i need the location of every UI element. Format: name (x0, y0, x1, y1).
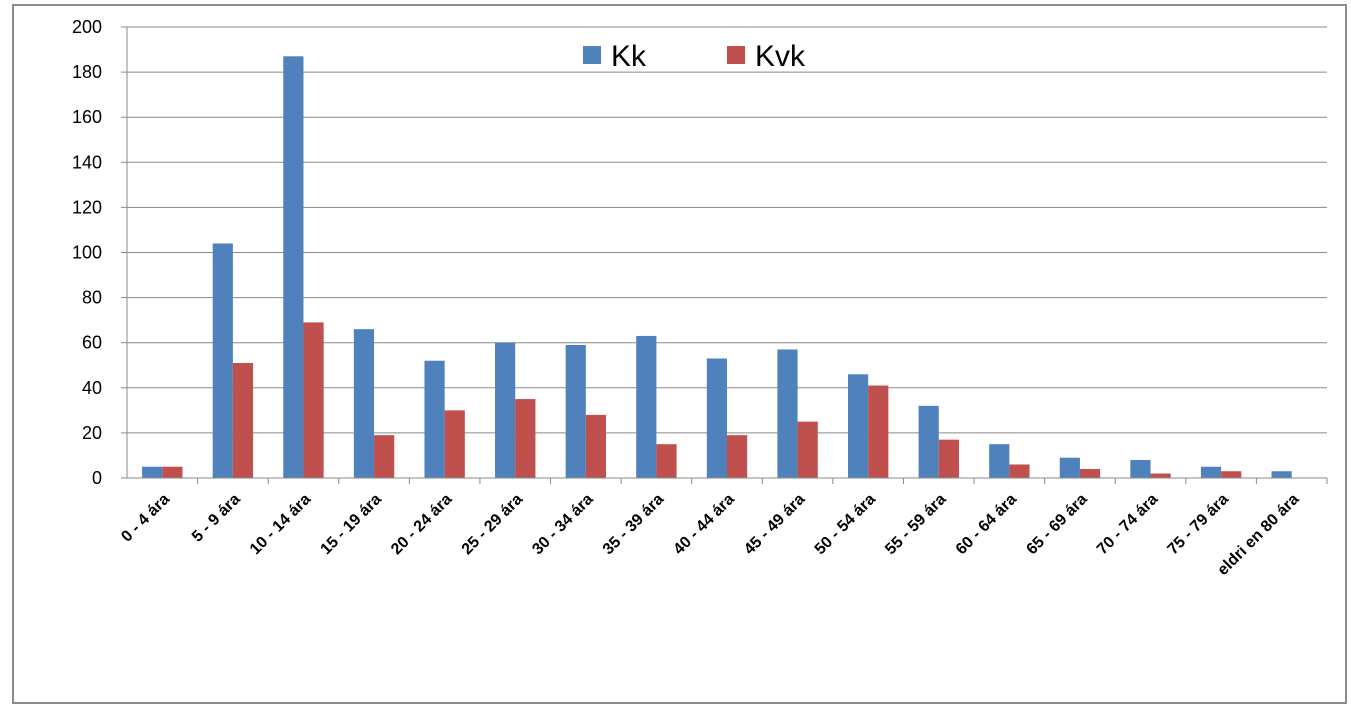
x-tick-label: 10 - 14 ára (247, 491, 314, 558)
bar-kvk-11 (938, 439, 959, 478)
bar-kk-12 (989, 444, 1010, 478)
bar-kk-9 (777, 349, 798, 478)
y-tick-labels: 0 20 40 60 80 100 120 140 160 180 200 (72, 17, 102, 488)
y-tick-label: 60 (82, 333, 102, 353)
x-tick-label: 50 - 54 ára (812, 491, 879, 558)
y-tick-label: 180 (72, 62, 102, 82)
x-tick-label: 0 - 4 ára (118, 491, 173, 546)
y-tick-label: 100 (72, 243, 102, 263)
axes (121, 26, 1328, 484)
bar-kvk-14 (1150, 473, 1171, 478)
y-tick-label: 120 (72, 197, 102, 217)
bar-kk-3 (353, 329, 375, 478)
bar-kk-1 (212, 243, 233, 478)
y-tick-label: 0 (92, 468, 102, 488)
bar-kk-8 (706, 358, 727, 478)
chart-frame (12, 4, 1347, 704)
bar-kvk-12 (1009, 464, 1030, 478)
x-tick-label: 60 - 64 ára (953, 491, 1020, 558)
bar-kvk-13 (1079, 468, 1101, 478)
bar-chart: 0 20 40 60 80 100 120 140 160 180 200 0 - 4 ára 5 -… (72, 17, 1328, 579)
x-tick-label: 35 - 39 ára (600, 491, 667, 558)
bar-kk-6 (565, 344, 586, 478)
bar-kk-13 (1059, 457, 1080, 478)
bar-kvk-2 (303, 322, 324, 478)
legend-label-kk: Kk (611, 40, 647, 73)
y-tick-label: 140 (72, 152, 102, 172)
x-tick-label: 70 - 74 ára (1094, 491, 1161, 558)
bar-kvk-1 (232, 362, 254, 478)
x-tick-label: 25 - 29 ára (459, 491, 526, 558)
bar-kvk-9 (797, 421, 818, 478)
bar-kk-10 (847, 374, 869, 478)
y-tick-label: 20 (82, 423, 102, 443)
bar-kk-16 (1271, 471, 1292, 478)
legend-swatch-kvk (727, 46, 745, 64)
x-tick-label: 55 - 59 ára (882, 491, 949, 558)
x-tick-label: 20 - 24 ára (388, 491, 455, 558)
gridlines (127, 26, 1327, 434)
bar-kvk-0 (162, 466, 183, 478)
bar-kvk-7 (656, 444, 677, 478)
x-tick-label: 75 - 79 ára (1165, 491, 1232, 558)
x-tick-label: 40 - 44 ára (670, 491, 737, 558)
bar-kk-15 (1200, 466, 1222, 478)
x-tick-label: 65 - 69 ára (1023, 491, 1090, 558)
bar-kvk-3 (374, 435, 395, 478)
bar-kvk-15 (1221, 471, 1242, 478)
legend-swatch-kk (583, 46, 601, 64)
bar-kvk-6 (585, 414, 607, 478)
bar-kvk-4 (444, 410, 465, 478)
bar-kk-14 (1130, 459, 1151, 478)
bar-kvk-10 (868, 385, 889, 478)
bar-kk-4 (424, 360, 445, 478)
x-tick-label: 30 - 34 ára (529, 491, 596, 558)
bar-kvk-5 (515, 399, 536, 478)
y-tick-label: 200 (72, 17, 102, 37)
bar-kk-7 (636, 335, 657, 478)
bar-kk-5 (495, 342, 516, 478)
legend-label-kvk: Kvk (755, 40, 806, 73)
x-tick-labels: 0 - 4 ára 5 - 9 ára 10 - 14 ára 15 - 19 ára… (118, 491, 1302, 579)
y-tick-label: 40 (82, 378, 102, 398)
x-tick-label: 5 - 9 ára (189, 491, 244, 546)
bar-kk-11 (918, 405, 939, 478)
x-tick-label: 45 - 49 ára (741, 491, 808, 558)
bars (142, 56, 1292, 478)
bar-kk-2 (283, 56, 304, 478)
bar-kvk-8 (727, 435, 748, 478)
legend: Kk Kvk (583, 40, 806, 73)
y-tick-label: 160 (72, 107, 102, 127)
bar-kk-0 (142, 466, 163, 478)
x-tick-label: 15 - 19 ára (318, 491, 385, 558)
y-tick-label: 80 (82, 288, 102, 308)
